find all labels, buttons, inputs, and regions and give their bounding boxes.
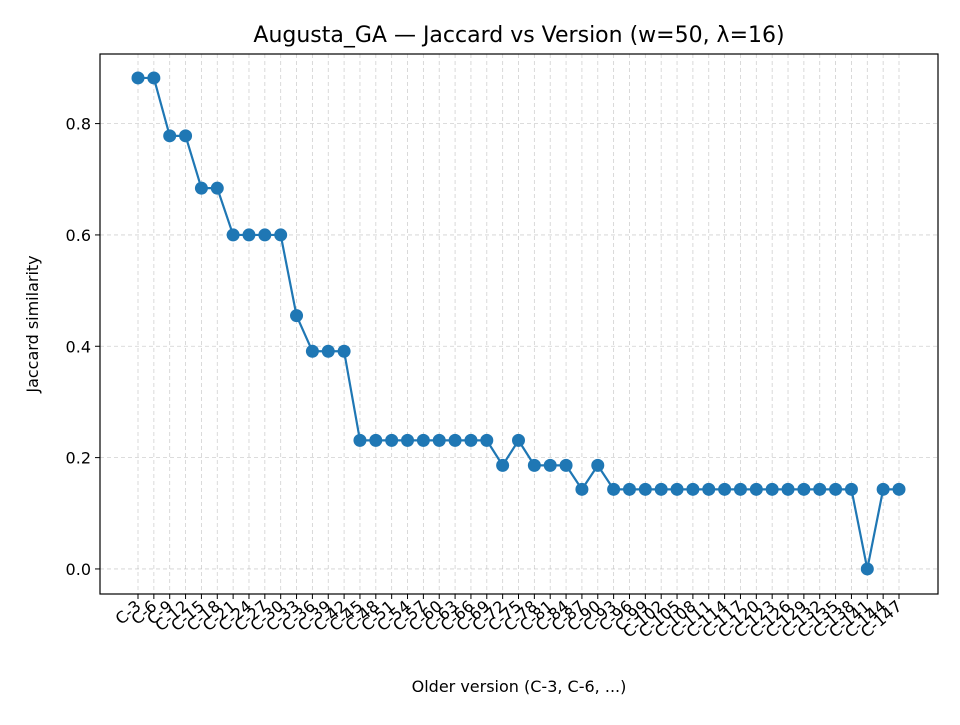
data-point	[813, 482, 827, 496]
data-point	[290, 309, 304, 323]
data-point	[718, 482, 732, 496]
data-point	[179, 129, 193, 143]
data-point	[194, 181, 208, 195]
data-point	[480, 433, 494, 447]
data-point	[385, 433, 399, 447]
data-point	[416, 433, 430, 447]
y-tick-label: 0.2	[66, 449, 91, 468]
data-point	[765, 482, 779, 496]
data-point	[147, 71, 161, 85]
data-point	[559, 458, 573, 472]
y-axis-label: Jaccard similarity	[23, 255, 42, 393]
data-point	[543, 458, 557, 472]
data-point	[353, 433, 367, 447]
data-point	[876, 482, 890, 496]
data-point	[512, 433, 525, 447]
data-point	[844, 482, 858, 496]
data-point	[575, 482, 589, 496]
data-point	[829, 482, 843, 496]
data-point	[163, 129, 177, 143]
x-axis-label: Older version (C-3, C-6, ...)	[412, 677, 627, 696]
y-tick-label: 0.0	[66, 560, 91, 579]
data-point	[210, 181, 224, 195]
data-point	[242, 228, 256, 242]
chart-title: Augusta_GA — Jaccard vs Version (w=50, λ…	[253, 23, 784, 48]
y-tick-label: 0.6	[66, 226, 91, 245]
data-point	[860, 562, 874, 576]
data-point	[638, 482, 652, 496]
series-layer	[131, 71, 906, 576]
data-point	[733, 482, 747, 496]
data-point	[369, 433, 383, 447]
data-point	[591, 458, 605, 472]
grid-layer	[100, 54, 938, 594]
data-point	[305, 344, 319, 358]
data-point	[892, 482, 906, 496]
data-point	[749, 482, 763, 496]
data-point	[654, 482, 668, 496]
data-point	[686, 482, 700, 496]
y-tick-label: 0.8	[66, 115, 91, 134]
data-point	[131, 71, 145, 85]
data-point	[496, 458, 510, 472]
y-axis-ticks: 0.0 0.2 0.4 0.6 0.8	[66, 115, 100, 579]
data-point	[797, 482, 811, 496]
data-point	[622, 482, 636, 496]
data-point	[607, 482, 621, 496]
data-point	[432, 433, 446, 447]
data-point	[448, 433, 462, 447]
data-point	[401, 433, 415, 447]
y-tick-label: 0.4	[66, 337, 91, 356]
data-point	[258, 228, 272, 242]
data-point	[321, 344, 335, 358]
data-point	[527, 458, 541, 472]
data-point	[670, 482, 684, 496]
data-point	[337, 344, 351, 358]
data-point	[702, 482, 716, 496]
data-point	[274, 228, 288, 242]
data-point	[226, 228, 240, 242]
data-point	[781, 482, 795, 496]
data-point	[464, 433, 478, 447]
